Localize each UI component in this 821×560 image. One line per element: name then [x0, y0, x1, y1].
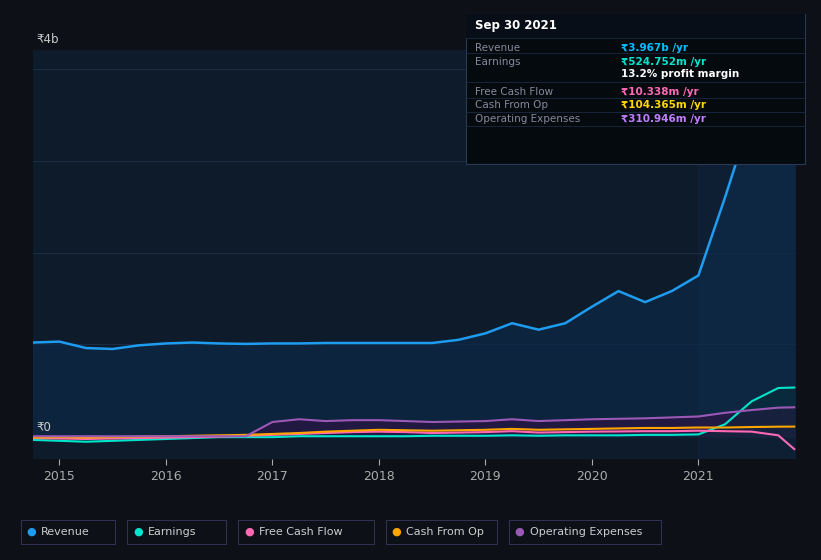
- Text: ₹310.946m /yr: ₹310.946m /yr: [621, 114, 706, 124]
- Text: 13.2% profit margin: 13.2% profit margin: [621, 69, 740, 79]
- Text: Free Cash Flow: Free Cash Flow: [259, 527, 342, 537]
- Text: Operating Expenses: Operating Expenses: [530, 527, 642, 537]
- Text: ●: ●: [133, 527, 143, 537]
- Text: Earnings: Earnings: [475, 57, 521, 67]
- Text: ₹10.338m /yr: ₹10.338m /yr: [621, 87, 699, 97]
- Text: Cash From Op: Cash From Op: [406, 527, 484, 537]
- Text: ●: ●: [392, 527, 401, 537]
- Bar: [699, 50, 796, 459]
- Text: ₹4b: ₹4b: [37, 33, 59, 46]
- Text: ●: ●: [515, 527, 525, 537]
- Text: Revenue: Revenue: [475, 43, 521, 53]
- Text: Revenue: Revenue: [41, 527, 89, 537]
- Text: Sep 30 2021: Sep 30 2021: [475, 19, 557, 32]
- Text: Earnings: Earnings: [148, 527, 196, 537]
- Text: Free Cash Flow: Free Cash Flow: [475, 87, 553, 97]
- Text: ₹3.967b /yr: ₹3.967b /yr: [621, 43, 689, 53]
- Text: ●: ●: [244, 527, 254, 537]
- Text: ₹524.752m /yr: ₹524.752m /yr: [621, 57, 707, 67]
- Text: ●: ●: [26, 527, 36, 537]
- Text: Operating Expenses: Operating Expenses: [475, 114, 580, 124]
- Text: ₹104.365m /yr: ₹104.365m /yr: [621, 100, 707, 110]
- Text: ₹0: ₹0: [37, 421, 52, 434]
- Text: Cash From Op: Cash From Op: [475, 100, 548, 110]
